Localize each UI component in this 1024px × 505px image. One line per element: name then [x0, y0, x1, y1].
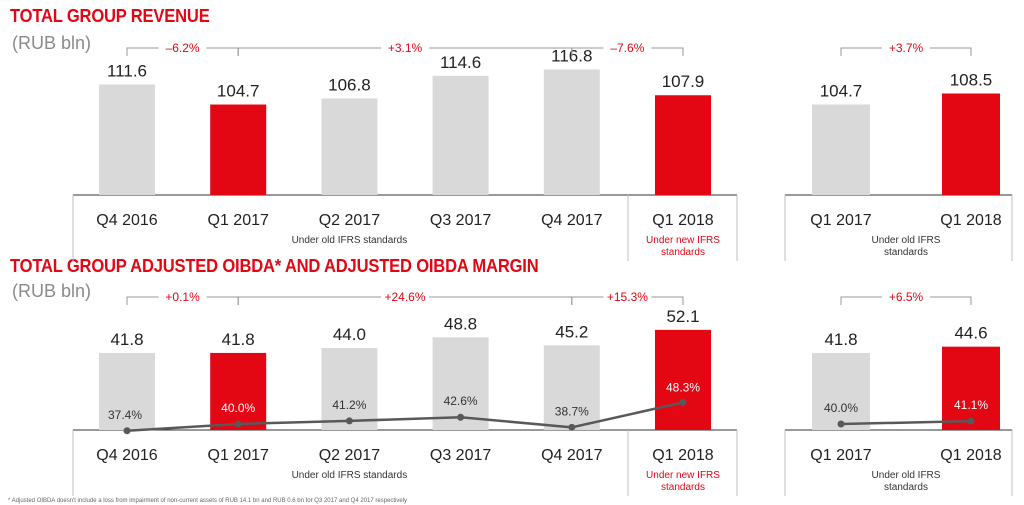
bar-value-label: 108.5: [950, 71, 993, 90]
bar: [99, 84, 155, 195]
category-tick-label: Q4 2016: [96, 447, 157, 464]
oibda-title: TOTAL GROUP ADJUSTED OIBDA* AND ADJUSTED…: [10, 256, 539, 276]
category-tick-label: Q1 2018: [940, 447, 1001, 464]
footnote: * Adjusted OIBDA doesn't include a loss …: [8, 498, 408, 504]
margin-data-label: 37.4%: [108, 408, 142, 422]
bar-value-label: 114.6: [440, 53, 481, 72]
bar: [432, 75, 489, 195]
change-label: –6.2%: [166, 41, 200, 55]
margin-data-label: 38.7%: [555, 404, 589, 418]
bar-value-label: 104.7: [217, 82, 260, 101]
category-tick-label: Q4 2017: [541, 447, 602, 464]
bar-value-label: 41.8: [110, 330, 143, 349]
bar: [99, 352, 155, 430]
group-label: Under old IFRS standards: [292, 235, 408, 246]
revenue-unit: (RUB bln): [12, 33, 92, 53]
category-tick-label: Q1 2017: [810, 447, 871, 464]
margin-series-line: [840, 419, 972, 426]
bar-value-label: 106.8: [328, 75, 371, 94]
change-bracket: [571, 47, 684, 56]
chart-0-panel-1: 104.7 Q1 2017 108.5 Q1 2018 +3.7% Under old I…: [784, 41, 1013, 261]
group-label: Under old IFRS: [872, 235, 941, 246]
margin-point: [679, 398, 687, 406]
bar-value-label: 104.7: [820, 82, 863, 101]
category-tick-label: Q2 2017: [319, 212, 380, 229]
margin-point: [123, 427, 131, 435]
margin-point: [967, 417, 975, 425]
bar: [655, 329, 711, 430]
category-tick-label: Q1 2017: [208, 447, 269, 464]
category-tick-label: Q4 2016: [96, 212, 157, 229]
bar: [543, 345, 600, 430]
margin-data-label: 40.0%: [824, 401, 858, 415]
bar: [942, 93, 1000, 195]
change-bracket: [840, 296, 972, 305]
change-label: +3.7%: [889, 41, 924, 55]
bar-value-label: 44.6: [954, 324, 987, 343]
group-label: standards: [884, 247, 928, 258]
change-label: +15.3%: [607, 290, 648, 304]
bar-value-label: 111.6: [107, 62, 147, 81]
change-bracket: [571, 296, 684, 305]
bar: [321, 348, 378, 430]
category-tick-label: Q1 2018: [652, 447, 713, 464]
margin-point: [837, 420, 845, 428]
margin-data-label: 40.0%: [221, 401, 255, 415]
bar: [210, 104, 267, 195]
change-label: +24.6%: [384, 290, 425, 304]
oibda-unit: (RUB bln): [12, 281, 92, 301]
bar: [812, 104, 870, 195]
category-tick-label: Q1 2018: [940, 212, 1001, 229]
margin-data-label: 42.6%: [444, 394, 478, 408]
margin-series-line: [126, 401, 684, 433]
category-tick-label: Q3 2017: [430, 447, 491, 464]
group-label: standards: [661, 482, 705, 493]
category-tick-label: Q4 2017: [541, 212, 602, 229]
bar-value-label: 107.9: [662, 72, 705, 91]
change-bracket: [840, 47, 972, 56]
change-label: –7.6%: [610, 41, 644, 55]
bar-value-label: 48.8: [444, 314, 477, 333]
bar: [655, 95, 711, 195]
margin-point: [234, 420, 242, 428]
bar: [210, 352, 267, 430]
category-tick-label: Q2 2017: [319, 447, 380, 464]
bar: [942, 346, 1000, 430]
bar: [543, 69, 600, 195]
category-tick-label: Q1 2018: [652, 212, 713, 229]
change-label: +0.1%: [165, 290, 200, 304]
margin-data-label: 41.1%: [954, 398, 988, 412]
category-tick-label: Q3 2017: [430, 212, 491, 229]
category-tick-label: Q1 2017: [208, 212, 269, 229]
group-label: standards: [884, 482, 928, 493]
bar-value-label: 44.0: [333, 325, 366, 344]
group-label: Under old IFRS standards: [292, 470, 408, 481]
margin-point: [568, 423, 576, 431]
bar: [812, 352, 870, 430]
group-label: Under new IFRS: [646, 470, 720, 481]
margin-data-label: 41.2%: [332, 398, 366, 412]
change-label: +6.5%: [889, 290, 924, 304]
chart-1-panel-1: 41.8 Q1 2017 44.6 Q1 2018 +6.5% Under old IFR…: [784, 290, 1013, 496]
margin-data-label: 48.3%: [666, 380, 700, 394]
bar-value-label: 52.1: [666, 307, 699, 326]
change-label: +3.1%: [388, 41, 423, 55]
chart-1-panel-0: 41.8 Q4 2016 41.8 Q1 2017 44.0 Q2 2017 48.8 Q3 …: [72, 290, 738, 496]
category-tick-label: Q1 2017: [810, 212, 871, 229]
chart-0-panel-0: 111.6 Q4 2016 104.7 Q1 2017 106.8 Q2 2017 114.…: [72, 41, 738, 261]
group-label: standards: [661, 247, 705, 258]
revenue-title: TOTAL GROUP REVENUE: [10, 6, 210, 26]
group-label: Under new IFRS: [646, 235, 720, 246]
bar-value-label: 45.2: [555, 322, 588, 341]
bar: [321, 98, 378, 195]
margin-point: [457, 413, 465, 421]
bar-value-label: 41.8: [222, 330, 255, 349]
bar-value-label: 41.8: [824, 330, 857, 349]
group-label: Under old IFRS: [872, 470, 941, 481]
margin-point: [345, 417, 353, 425]
